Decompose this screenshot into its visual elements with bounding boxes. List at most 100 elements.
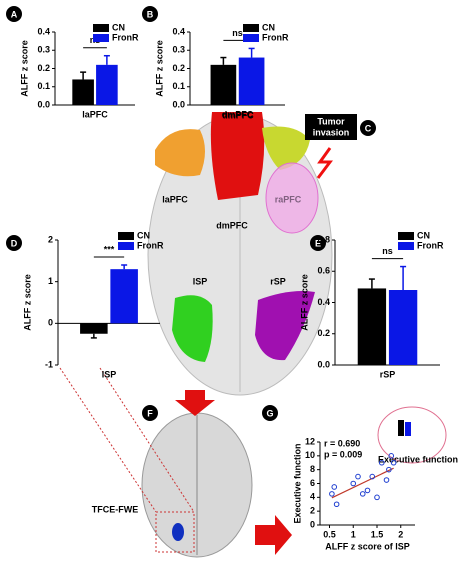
y-tick-label: 0.2 bbox=[172, 63, 185, 73]
y-axis-label: ALFF z score bbox=[299, 274, 309, 331]
y-tick-label: 0.3 bbox=[172, 45, 185, 55]
bar bbox=[96, 64, 118, 105]
fit-line bbox=[331, 467, 394, 499]
y-tick-label: 0.0 bbox=[37, 99, 50, 109]
legend-label: FronR bbox=[137, 240, 164, 250]
panel-badge bbox=[6, 6, 22, 22]
tumor-box bbox=[305, 114, 357, 140]
y-tick-label: 2 bbox=[48, 234, 53, 244]
panel-badge bbox=[6, 235, 22, 251]
brain-label: dmPFC bbox=[216, 220, 248, 230]
lsp-blob bbox=[172, 295, 213, 362]
bar bbox=[72, 79, 94, 105]
x-tick-label: 1.5 bbox=[371, 529, 384, 539]
panel-badge bbox=[262, 405, 278, 421]
y-tick-label: 8 bbox=[310, 464, 315, 474]
point bbox=[374, 494, 380, 501]
point bbox=[388, 453, 395, 459]
annotation: *** bbox=[104, 244, 115, 254]
y-tick-label: 0.0 bbox=[172, 99, 185, 109]
brain-label: laPFC bbox=[162, 194, 188, 204]
legend-label: CN bbox=[137, 230, 150, 240]
legend-swatch bbox=[398, 242, 414, 250]
brain-3d bbox=[147, 112, 357, 396]
y-tick-label: 0.6 bbox=[317, 266, 330, 276]
panel-label: D bbox=[11, 238, 18, 248]
method-label: TFCE-FWE bbox=[92, 504, 139, 514]
x-tick-label: lSP bbox=[102, 369, 117, 379]
panel-label: B bbox=[147, 9, 154, 19]
point bbox=[329, 491, 335, 497]
inset-label: Executive function bbox=[378, 454, 458, 464]
brain-label: rSP bbox=[270, 276, 286, 286]
y-tick-label: 1 bbox=[48, 276, 53, 286]
legend-label: FronR bbox=[112, 32, 139, 42]
tumor-region bbox=[265, 162, 319, 234]
y-axis-label: Executive function bbox=[292, 443, 302, 523]
y-tick-label: 0.3 bbox=[37, 45, 50, 55]
arrow-down bbox=[175, 390, 215, 416]
x-axis-label: ALFF z score of lSP bbox=[325, 541, 410, 551]
y-tick-label: 0.1 bbox=[172, 81, 185, 91]
y-tick-label: 0.4 bbox=[317, 297, 330, 307]
bar bbox=[210, 64, 237, 105]
brain-label: raPFC bbox=[275, 194, 302, 204]
annotation: ns bbox=[382, 246, 393, 256]
cluster bbox=[172, 523, 184, 541]
y-tick-label: 2 bbox=[310, 506, 315, 516]
y-tick-label: 0.8 bbox=[317, 234, 330, 244]
rsp-blob bbox=[255, 291, 315, 361]
y-axis-label: ALFF z score bbox=[19, 40, 29, 97]
inset-bar bbox=[405, 422, 411, 436]
legend-swatch bbox=[93, 24, 109, 32]
panel-label: A bbox=[11, 9, 18, 19]
legend-swatch bbox=[118, 242, 134, 250]
connector bbox=[59, 367, 157, 513]
brain-label: lSP bbox=[193, 276, 208, 286]
y-tick-label: 0 bbox=[48, 318, 53, 328]
y-tick-label: 0 bbox=[310, 519, 315, 529]
legend-label: CN bbox=[262, 22, 275, 32]
bar bbox=[388, 290, 418, 365]
legend-label: CN bbox=[112, 22, 125, 32]
point bbox=[364, 487, 371, 494]
legend-label: FronR bbox=[262, 32, 289, 42]
arrow-right bbox=[255, 515, 292, 555]
panel-badge bbox=[142, 6, 158, 22]
panel-label: E bbox=[315, 238, 321, 248]
point bbox=[378, 459, 385, 466]
y-tick-label: -1 bbox=[45, 359, 53, 369]
inset-bar bbox=[398, 420, 404, 436]
point bbox=[333, 501, 340, 508]
point bbox=[386, 466, 392, 473]
legend-swatch bbox=[398, 232, 414, 240]
bar bbox=[80, 323, 108, 334]
x-tick-label: laPFC bbox=[82, 109, 108, 119]
y-tick-label: 0.4 bbox=[172, 26, 185, 36]
annotation: r = 0.690 bbox=[324, 438, 360, 448]
point bbox=[350, 480, 357, 487]
x-tick-label: rSP bbox=[380, 369, 396, 379]
y-tick-label: 0.2 bbox=[317, 328, 330, 338]
panel-label: C bbox=[365, 123, 372, 133]
y-tick-label: 0.1 bbox=[37, 81, 50, 91]
annotation: p = 0.009 bbox=[324, 449, 362, 459]
bar bbox=[110, 269, 138, 324]
point bbox=[369, 473, 376, 480]
brain-label: dmPFC bbox=[222, 110, 254, 120]
x-tick-label: dmPFC bbox=[222, 109, 254, 119]
y-tick-label: 4 bbox=[310, 492, 315, 502]
panel-badge bbox=[310, 235, 326, 251]
y-tick-label: 0.0 bbox=[317, 359, 330, 369]
panel-label: F bbox=[147, 408, 153, 418]
tumor-label: Tumor bbox=[317, 116, 345, 126]
y-axis-label: ALFF z score bbox=[154, 40, 164, 97]
rapfc-blob bbox=[262, 126, 310, 170]
brain-2d bbox=[59, 367, 447, 558]
roi-box bbox=[155, 511, 195, 553]
y-tick-label: 6 bbox=[310, 478, 315, 488]
tumor-label: invasion bbox=[313, 127, 350, 137]
legend-swatch bbox=[243, 24, 259, 32]
